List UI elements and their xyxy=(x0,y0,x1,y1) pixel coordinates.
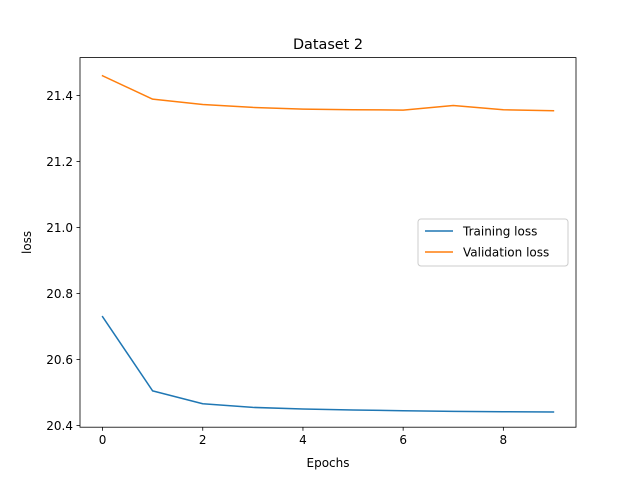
legend-label-validation-loss: Validation loss xyxy=(463,246,549,260)
x-tick-label: 2 xyxy=(199,433,207,447)
legend: Training loss Validation loss xyxy=(417,218,569,267)
x-axis-ticks: 0 2 4 6 8 xyxy=(99,427,507,447)
y-tick-label: 21.0 xyxy=(46,221,73,235)
legend-label-training-loss: Training loss xyxy=(462,225,537,239)
y-tick-label: 21.4 xyxy=(46,89,73,103)
y-tick-label: 20.6 xyxy=(46,353,73,367)
x-tick-label: 4 xyxy=(299,433,307,447)
series-line-training-loss xyxy=(101,315,555,413)
y-tick-label: 20.8 xyxy=(46,287,73,301)
series-line-validation-loss xyxy=(101,74,555,112)
y-axis-label: loss xyxy=(20,231,34,254)
y-tick-label: 20.4 xyxy=(46,419,73,433)
plot-frame xyxy=(79,57,577,428)
x-tick-label: 8 xyxy=(500,433,508,447)
x-tick-label: 6 xyxy=(399,433,407,447)
y-axis-ticks: 20.4 20.6 20.8 21.0 21.2 21.4 xyxy=(46,89,80,433)
x-tick-label: 0 xyxy=(99,433,107,447)
x-axis-label: Epochs xyxy=(307,456,350,470)
legend-box xyxy=(417,218,569,267)
series-layer xyxy=(101,74,555,413)
y-tick-label: 21.2 xyxy=(46,155,73,169)
chart-title: Dataset 2 xyxy=(293,37,363,53)
